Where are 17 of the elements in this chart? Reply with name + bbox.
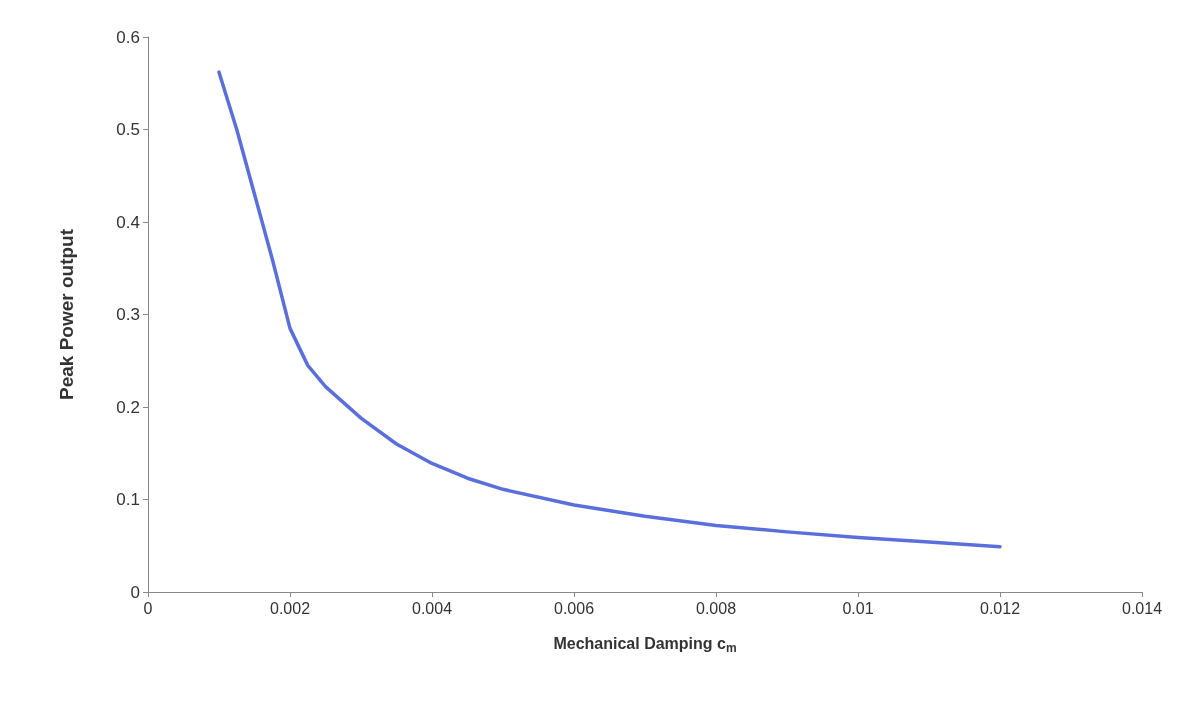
y-tick-label: 0.5: [116, 120, 140, 139]
y-tick-label: 0: [130, 582, 140, 602]
y-tick-label: 0.4: [116, 212, 140, 232]
x-tick-label: 0.004: [411, 599, 453, 617]
y-axis-title: Peak Power output: [56, 228, 77, 401]
x-tick-label: 0.008: [695, 599, 737, 617]
y-tick-label: 0.3: [116, 305, 140, 324]
x-tick-label: 0.012: [979, 599, 1021, 617]
x-tick-label: 0.006: [553, 599, 595, 617]
y-tick-label: 0.1: [116, 490, 140, 509]
x-tick-label: 0: [143, 599, 153, 617]
line-series: [217, 70, 1002, 549]
y-tick-label: 0.6: [116, 27, 140, 47]
x-tick-label: 0.014: [1121, 599, 1163, 617]
x-tick-label: 0.002: [269, 599, 311, 617]
y-tick-label: 0.2: [116, 397, 140, 417]
x-tick-label: 0.01: [842, 599, 874, 617]
